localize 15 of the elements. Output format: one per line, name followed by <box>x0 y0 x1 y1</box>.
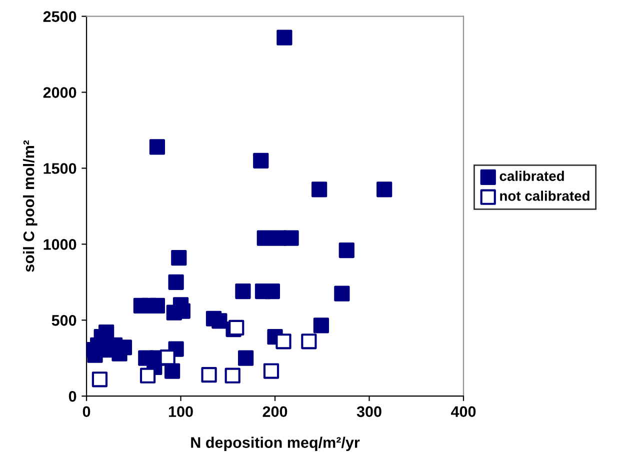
x-tick-label: 0 <box>82 406 90 418</box>
x-tick-label: 300 <box>356 406 382 418</box>
y-tick-label: 2000 <box>43 87 76 98</box>
y-axis-title: soil C pool mol/m² <box>23 140 38 272</box>
x-tick-label: 100 <box>168 406 193 418</box>
y-tick-label: 2500 <box>43 11 76 22</box>
x-axis-title: N deposition meq/m²/yr <box>191 436 360 451</box>
x-tick-label: 400 <box>450 406 476 418</box>
y-tick-label: 1000 <box>44 239 76 250</box>
y-tick-label: 500 <box>52 315 76 326</box>
y-tick-label: 1500 <box>44 163 76 174</box>
y-tick-label: 0 <box>68 390 76 402</box>
x-tick-label: 200 <box>262 406 288 418</box>
legend-label: not calibrated <box>500 190 590 201</box>
legend-label: calibrated <box>500 170 564 181</box>
